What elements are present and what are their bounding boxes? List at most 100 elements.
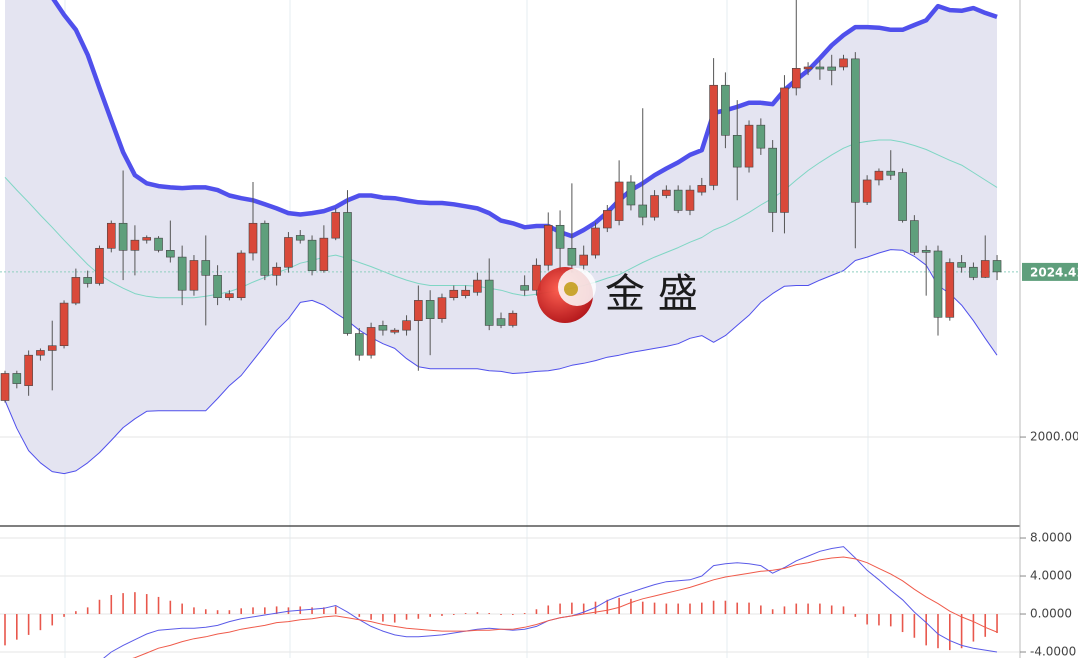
- candle-body: [0, 373, 10, 401]
- candle-body: [992, 260, 1002, 273]
- band-area: [5, 0, 997, 474]
- candle-body: [744, 124, 754, 168]
- candle-body: [921, 250, 931, 253]
- y-tick-label: 8.0000: [1030, 531, 1072, 545]
- candle-body: [201, 260, 211, 276]
- candle-body: [886, 170, 896, 176]
- candle-body: [425, 300, 435, 319]
- y-tick-label: 2000.00: [1030, 430, 1078, 444]
- candle-body: [898, 172, 907, 221]
- candle-body: [756, 124, 766, 149]
- candle-body: [189, 260, 199, 291]
- candle-body: [437, 297, 447, 319]
- last-price-label: 2024.41: [1030, 265, 1078, 279]
- candle-body: [732, 135, 742, 168]
- band-line: [4, 139, 998, 299]
- candle-body: [969, 266, 978, 278]
- candle-body: [47, 345, 57, 351]
- candle-body: [721, 84, 730, 136]
- candle-body: [874, 170, 884, 181]
- candle-body: [402, 320, 411, 331]
- candle-body: [284, 237, 293, 268]
- candle-body: [343, 212, 352, 334]
- candle-body: [520, 285, 529, 291]
- candle-body: [862, 179, 872, 203]
- candle-body: [118, 222, 128, 251]
- candle-body: [12, 373, 22, 384]
- candle-body: [354, 333, 364, 356]
- candle-body: [673, 189, 683, 211]
- candle-body: [71, 277, 81, 304]
- candle-body: [166, 250, 175, 258]
- candle-body: [803, 66, 813, 70]
- candle-body: [24, 354, 33, 386]
- candle-body: [945, 262, 955, 318]
- candle-body: [591, 227, 600, 256]
- candle-body: [319, 237, 329, 271]
- candle-body: [626, 181, 636, 206]
- candle-body: [662, 189, 671, 196]
- last-price-box: [1022, 262, 1078, 281]
- candle-body: [236, 252, 246, 298]
- candle-body: [378, 325, 388, 331]
- candle-body: [543, 224, 553, 266]
- candle-body: [260, 222, 270, 276]
- candle-body: [697, 185, 707, 193]
- candle-body: [685, 189, 695, 211]
- candle-body: [154, 237, 163, 251]
- candle-body: [248, 222, 258, 254]
- candle-body: [980, 260, 990, 278]
- price-panel: [0, 0, 1020, 475]
- candle-body: [142, 237, 152, 241]
- macd-panel: [0, 537, 1020, 658]
- y-tick-label: 4.0000: [1030, 569, 1072, 583]
- candle-body: [496, 318, 506, 326]
- candle-body: [650, 195, 659, 218]
- candle-body: [827, 66, 837, 71]
- candle-body: [36, 350, 45, 356]
- macd-line: [132, 556, 998, 658]
- candle-body: [449, 289, 459, 298]
- candle-body: [59, 302, 69, 347]
- y-tick-label: -4.0000: [1030, 645, 1076, 658]
- candle-body: [213, 275, 222, 298]
- candle-body: [957, 262, 966, 268]
- candle-body: [130, 239, 140, 251]
- candle-body: [508, 312, 518, 326]
- candle-body: [366, 327, 376, 356]
- candle-body: [106, 222, 116, 249]
- candle-body: [295, 235, 305, 241]
- candle-body: [83, 277, 92, 284]
- candle-body: [768, 147, 777, 213]
- candle-body: [614, 181, 624, 221]
- watermark-logo: 金 盛: [537, 267, 698, 323]
- band-line: [51, 0, 998, 239]
- y-tick-label: 0.0000: [1030, 607, 1072, 621]
- price-axis: 2000.00 2024.41 8.0000 4.0000 0.0000 -4.0000: [1020, 262, 1078, 658]
- candle-body: [331, 212, 340, 239]
- candle-body: [414, 300, 423, 321]
- candle-body: [461, 289, 470, 296]
- candle-body: [603, 210, 612, 229]
- candle-body: [709, 84, 718, 186]
- watermark-text: 金 盛: [605, 271, 698, 317]
- band-line: [4, 249, 998, 475]
- candle-body: [95, 247, 104, 284]
- candle-body: [567, 247, 577, 266]
- candle-body: [555, 224, 565, 249]
- candle-body: [532, 264, 541, 291]
- candle-body: [307, 239, 317, 271]
- candle-body: [579, 254, 588, 266]
- candle-body: [791, 68, 801, 89]
- candle-body: [780, 87, 789, 213]
- candle-body: [484, 279, 494, 326]
- candle-body: [177, 256, 187, 291]
- candle-body: [473, 279, 482, 293]
- candle-body: [638, 204, 648, 218]
- candle-body: [839, 58, 848, 68]
- candle-body: [910, 220, 919, 253]
- candle-body: [933, 250, 943, 318]
- candle-body: [390, 329, 400, 333]
- candle-body: [851, 58, 860, 203]
